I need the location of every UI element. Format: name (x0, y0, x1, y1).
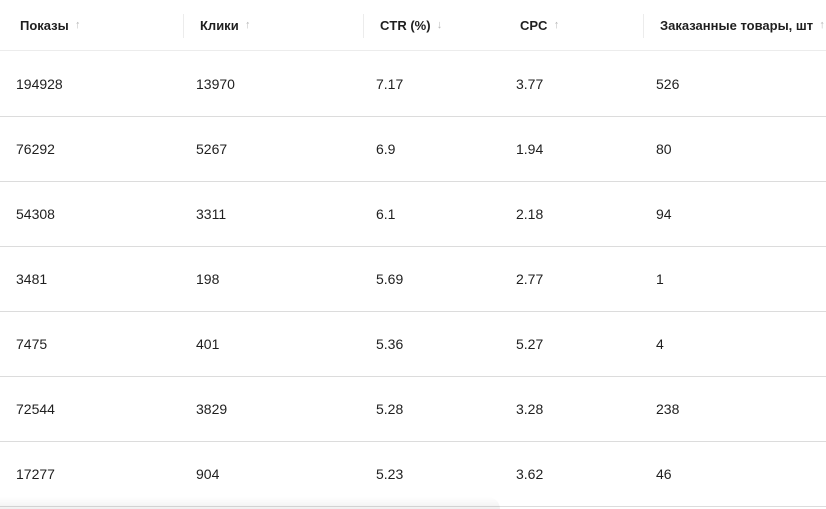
column-header-label: Показы (20, 17, 69, 33)
cell-clicks: 3311 (196, 205, 227, 222)
column-header-label: CPC (520, 17, 548, 33)
table-row[interactable]: 3481 198 5.69 2.77 1 (0, 246, 826, 312)
cell-clicks: 13970 (196, 75, 235, 92)
cell-cpc: 3.62 (516, 465, 544, 482)
cell-cpc: 2.18 (516, 205, 544, 222)
cell-ordered-items: 1 (656, 270, 664, 287)
column-header-cpc[interactable]: CPC ↑ (520, 0, 560, 50)
column-header-ctr[interactable]: CTR (%) ↓ (380, 0, 444, 50)
cell-cpc: 2.77 (516, 270, 544, 287)
cell-ordered-items: 4 (656, 335, 664, 352)
cell-cpc: 3.77 (516, 75, 544, 92)
column-header-label: Клики (200, 17, 239, 33)
cell-ctr: 5.23 (376, 465, 404, 482)
column-header-label: Заказанные товары, шт (660, 17, 814, 33)
arrow-up-icon[interactable]: ↑ (244, 19, 251, 31)
cell-ctr: 5.69 (376, 270, 404, 287)
cell-impressions: 72544 (16, 400, 55, 417)
table-row[interactable]: 194928 13970 7.17 3.77 526 (0, 51, 826, 117)
cell-ordered-items: 46 (656, 465, 672, 482)
cell-ctr: 5.28 (376, 400, 404, 417)
cell-ctr: 5.36 (376, 335, 404, 352)
cell-clicks: 401 (196, 335, 220, 352)
arrow-up-icon[interactable]: ↑ (75, 19, 81, 31)
horizontal-scroll-shadow (0, 497, 500, 509)
cell-clicks: 904 (196, 465, 220, 482)
table-header: Показы ↑ Клики ↑ CTR (%) ↓ CPC ↑ Заказан… (0, 0, 826, 51)
arrow-up-icon[interactable]: ↑ (553, 19, 560, 31)
arrow-down-icon[interactable]: ↓ (436, 19, 443, 31)
column-header-clicks[interactable]: Клики ↑ (200, 0, 252, 50)
cell-impressions: 194928 (16, 75, 63, 92)
column-header-ordered-items[interactable]: Заказанные товары, шт ↑ (660, 0, 826, 50)
table-row[interactable]: 17277 904 5.23 3.62 46 (0, 441, 826, 507)
cell-clicks: 198 (196, 270, 220, 287)
cell-impressions: 7475 (16, 335, 48, 352)
table-row[interactable]: 72544 3829 5.28 3.28 238 (0, 376, 826, 442)
column-divider (363, 14, 364, 38)
cell-cpc: 5.27 (516, 335, 544, 352)
table-row[interactable]: 7475 401 5.36 5.27 4 (0, 311, 826, 377)
cell-impressions: 54308 (16, 205, 55, 222)
cell-ordered-items: 94 (656, 205, 672, 222)
column-header-label: CTR (%) (380, 17, 431, 33)
cell-impressions: 17277 (16, 465, 55, 482)
cell-cpc: 3.28 (516, 400, 544, 417)
cell-ordered-items: 526 (656, 75, 680, 92)
arrow-up-icon[interactable]: ↑ (819, 19, 825, 31)
cell-ctr: 7.17 (376, 75, 404, 92)
cell-cpc: 1.94 (516, 140, 544, 157)
column-divider (643, 14, 644, 38)
cell-impressions: 3481 (16, 270, 48, 287)
cell-ordered-items: 80 (656, 140, 672, 157)
table-row[interactable]: 54308 3311 6.1 2.18 94 (0, 181, 826, 247)
column-header-impressions[interactable]: Показы ↑ (20, 0, 82, 50)
column-divider (183, 14, 184, 38)
cell-ctr: 6.9 (376, 140, 396, 157)
cell-ctr: 6.1 (376, 205, 396, 222)
cell-clicks: 3829 (196, 400, 228, 417)
cell-clicks: 5267 (196, 140, 228, 157)
cell-impressions: 76292 (16, 140, 55, 157)
cell-ordered-items: 238 (656, 400, 680, 417)
table-row[interactable]: 76292 5267 6.9 1.94 80 (0, 116, 826, 182)
